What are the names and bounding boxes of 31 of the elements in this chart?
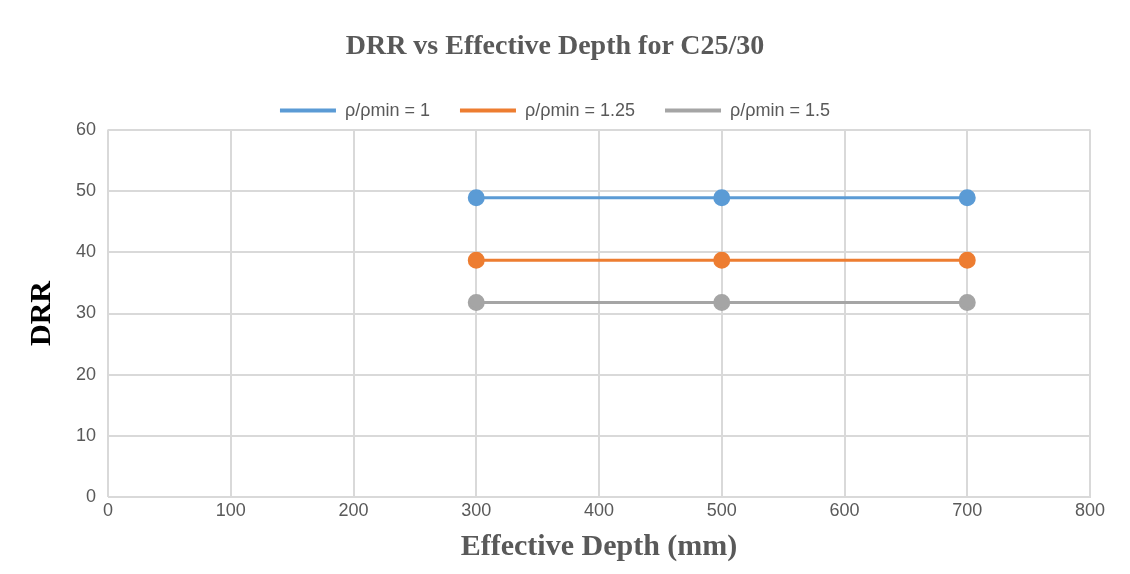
x-tick-label: 0	[103, 500, 114, 521]
x-tick-label: 100	[215, 500, 246, 521]
x-tick-label: 200	[338, 500, 369, 521]
point	[713, 251, 731, 269]
point	[467, 189, 485, 207]
y-tick-label: 50	[75, 179, 97, 200]
point	[958, 251, 976, 269]
point	[713, 293, 731, 311]
legend-label: ρ/ρmin = 1.25	[524, 99, 636, 120]
y-tick-label: 60	[75, 118, 97, 139]
y-tick-label: 40	[75, 241, 97, 262]
point	[467, 251, 485, 269]
y-axis-title: DRR	[22, 280, 56, 346]
point	[958, 189, 976, 207]
y-tick-label: 10	[75, 425, 97, 446]
point	[467, 293, 485, 311]
legend-label: ρ/ρmin = 1.5	[730, 99, 831, 120]
x-tick-label: 500	[706, 500, 737, 521]
x-tick-label: 400	[583, 500, 615, 521]
chart-title: DRR vs Effective Depth for C25/30	[345, 29, 765, 61]
x-tick-label: 700	[952, 500, 983, 521]
y-tick-label: 20	[75, 363, 97, 384]
x-tick-label: 300	[461, 500, 492, 521]
x-axis-title: Effective Depth (mm)	[460, 527, 738, 562]
legend-label: ρ/ρmin = 1	[344, 99, 430, 120]
x-tick-label: 800	[1074, 500, 1106, 521]
point	[958, 293, 976, 311]
y-tick-label: 0	[86, 486, 97, 507]
y-tick-label: 30	[75, 302, 97, 323]
point	[713, 189, 731, 207]
x-tick-label: 600	[829, 500, 860, 521]
